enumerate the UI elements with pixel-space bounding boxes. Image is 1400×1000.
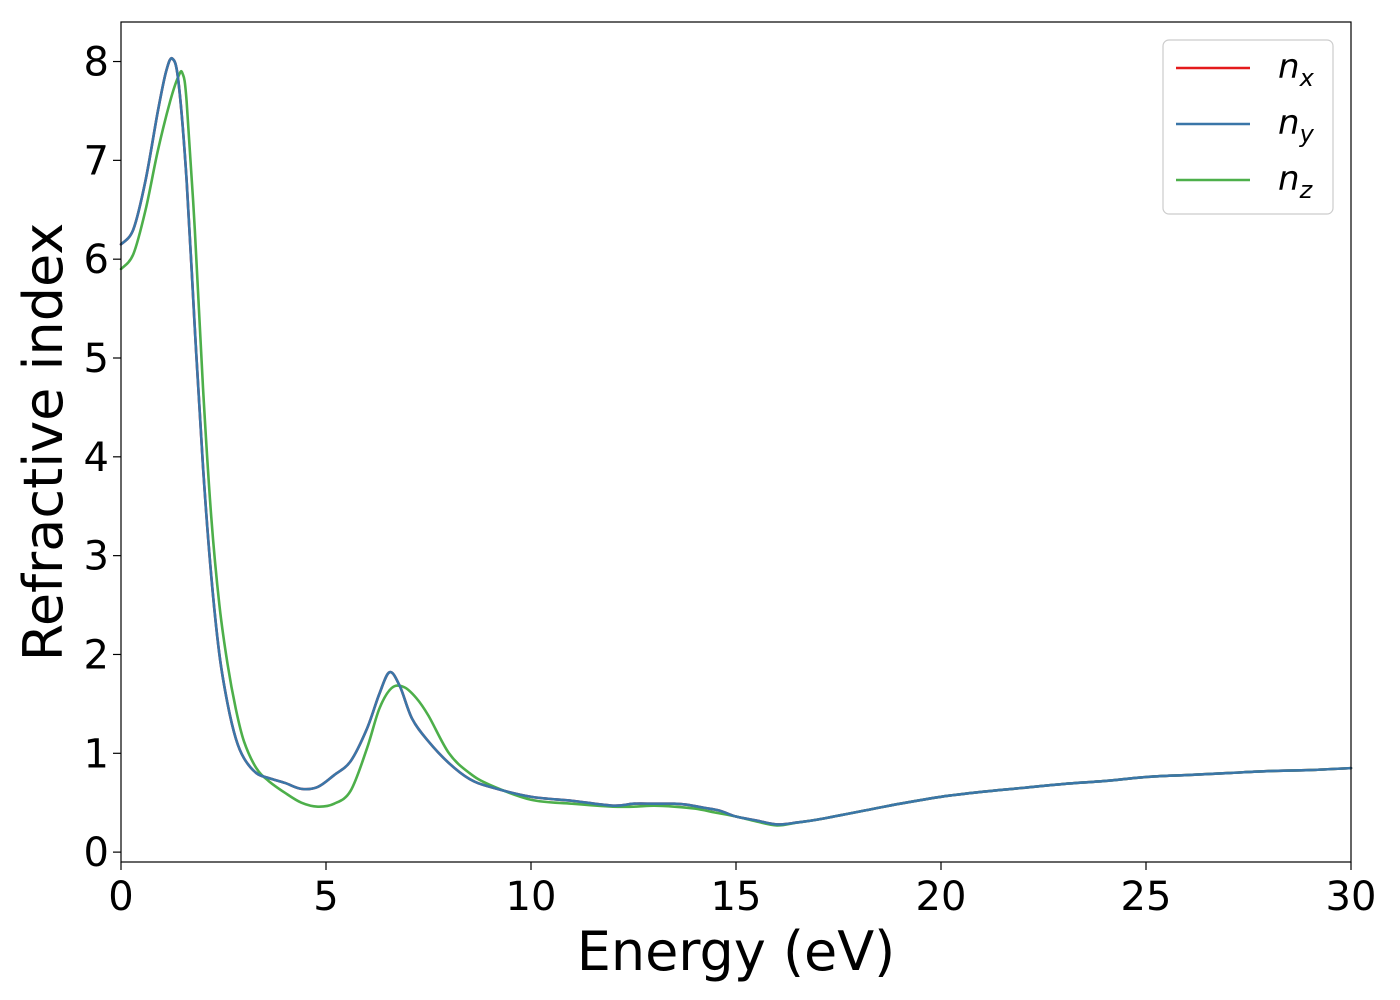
- x-tick-label: 20: [916, 874, 967, 920]
- y-tick-label: 6: [84, 237, 109, 283]
- y-axis: 0 1 2 3 4 5 6 7 8: [84, 40, 121, 876]
- y-tick-label: 7: [84, 138, 109, 184]
- x-tick-label: 0: [108, 874, 133, 920]
- legend-box: [1162, 39, 1334, 215]
- legend-label-y: ny: [1278, 103, 1315, 148]
- legend-label-z: nz: [1278, 159, 1314, 204]
- y-tick-label: 1: [84, 731, 109, 777]
- x-tick-label: 5: [313, 874, 338, 920]
- x-tick-label: 30: [1326, 874, 1377, 920]
- y-tick-label: 2: [84, 632, 109, 678]
- series-line-y: [119, 56, 1353, 826]
- plot-background: [121, 22, 1351, 862]
- x-tick-label: 10: [506, 874, 557, 920]
- y-tick-label: 8: [84, 40, 109, 86]
- legend-label-x: nx: [1278, 47, 1315, 92]
- series-layer: [119, 56, 1353, 827]
- y-tick-label: 5: [84, 336, 109, 382]
- x-tick-label: 25: [1121, 874, 1172, 920]
- x-tick-label: 15: [711, 874, 762, 920]
- y-tick-label: 3: [84, 534, 109, 580]
- y-axis-title: Refractive index: [12, 223, 75, 662]
- x-axis: 0 5 10 15 20 25 30: [108, 862, 1376, 920]
- legend: nx ny nz: [1162, 39, 1334, 215]
- x-axis-title: Energy (eV): [577, 920, 896, 983]
- y-tick-label: 0: [84, 830, 109, 876]
- y-tick-label: 4: [84, 435, 109, 481]
